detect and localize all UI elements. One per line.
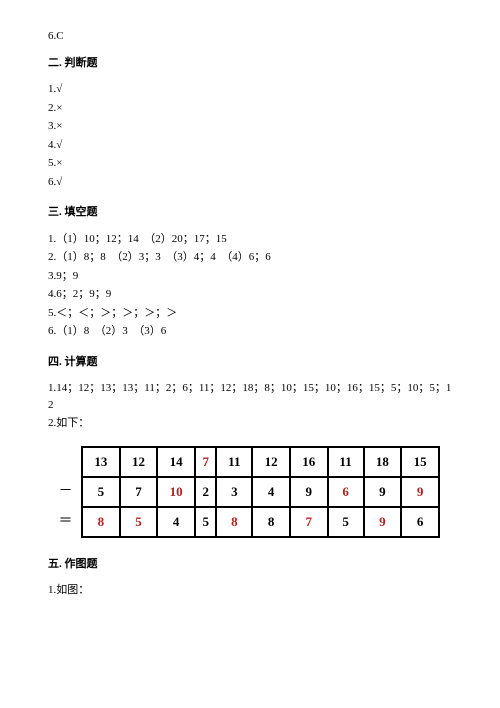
judgement-item: 3.×: [48, 118, 452, 135]
section-4-line-2: 2.如下：: [48, 415, 452, 432]
calc-cell: 16: [290, 447, 328, 477]
calc-cell: 9: [290, 477, 328, 507]
section-2-heading: 二. 判断题: [48, 55, 452, 72]
calc-cell: 5: [328, 507, 364, 537]
calc-cell: 5: [82, 477, 120, 507]
fill-item: 2.（1）8；8 （2）3；3 （3）4；4 （4）6；6: [48, 249, 452, 266]
calc-cell: 6: [401, 507, 439, 537]
calc-cell: 18: [364, 447, 402, 477]
calc-cell: 6: [328, 477, 364, 507]
calc-cell: 12: [120, 447, 158, 477]
calc-cell: 9: [364, 507, 402, 537]
calc-cell: 8: [252, 507, 290, 537]
calc-cell: 7: [195, 447, 216, 477]
row-label: [50, 447, 82, 477]
fill-item: 5.＜；＜；＞；＞；＞；＞: [48, 305, 452, 322]
calc-cell: 8: [82, 507, 120, 537]
judgement-item: 5.×: [48, 155, 452, 172]
calc-cell: 4: [252, 477, 290, 507]
top-answer: 6.C: [48, 28, 452, 45]
row-label: ＝: [50, 507, 82, 537]
judgement-item: 2.×: [48, 100, 452, 117]
calc-cell: 9: [364, 477, 402, 507]
judgement-item: 6.√: [48, 174, 452, 191]
section-5-line-1: 1.如图：: [48, 582, 452, 599]
calc-cell: 3: [216, 477, 252, 507]
calc-cell: 4: [157, 507, 195, 537]
section-3-list: 1.（1）10；12；14 （2）20；17；152.（1）8；8 （2）3；3…: [48, 231, 452, 340]
calc-cell: 5: [120, 507, 158, 537]
judgement-item: 4.√: [48, 137, 452, 154]
calc-cell: 8: [216, 507, 252, 537]
section-4-line-1: 1.14；12；13；13；11；2；6；11；12；18；8；10；15；10…: [48, 380, 452, 413]
row-label: －: [50, 477, 82, 507]
calc-table: 1312147111216111815－57102349699＝85458875…: [50, 446, 440, 538]
calc-cell: 5: [195, 507, 216, 537]
section-4-heading: 四. 计算题: [48, 354, 452, 371]
fill-item: 3.9；9: [48, 268, 452, 285]
calc-cell: 14: [157, 447, 195, 477]
calc-cell: 11: [216, 447, 252, 477]
calc-cell: 9: [401, 477, 439, 507]
fill-item: 4.6；2；9；9: [48, 286, 452, 303]
section-3-heading: 三. 填空题: [48, 204, 452, 221]
section-5-heading: 五. 作图题: [48, 556, 452, 573]
calc-cell: 12: [252, 447, 290, 477]
calc-cell: 13: [82, 447, 120, 477]
calc-cell: 11: [328, 447, 364, 477]
calc-cell: 15: [401, 447, 439, 477]
calc-cell: 10: [157, 477, 195, 507]
calc-cell: 7: [290, 507, 328, 537]
calc-cell: 7: [120, 477, 158, 507]
section-2-list: 1.√ 2.×3.× 4.√5.× 6.√: [48, 81, 452, 190]
judgement-item: 1.√: [48, 81, 452, 98]
calc-cell: 2: [195, 477, 216, 507]
fill-item: 1.（1）10；12；14 （2）20；17；15: [48, 231, 452, 248]
fill-item: 6.（1）8 （2）3 （3）6: [48, 323, 452, 340]
